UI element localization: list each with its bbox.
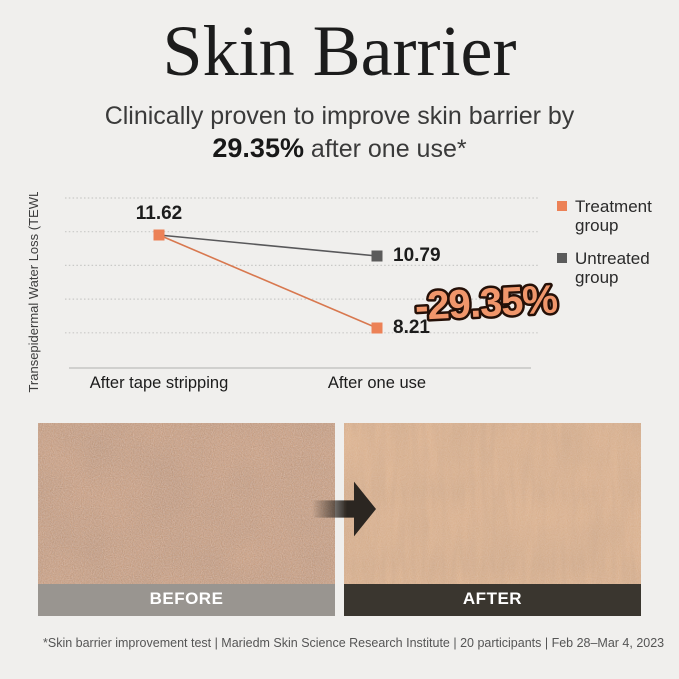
svg-text:After one use: After one use xyxy=(328,374,426,392)
svg-text:-29.35%: -29.35% xyxy=(414,277,559,328)
svg-text:10.79: 10.79 xyxy=(393,245,441,266)
svg-text:11.62: 11.62 xyxy=(136,203,183,224)
svg-text:After tape stripping: After tape stripping xyxy=(90,374,229,392)
svg-text:Transepidermal Water Loss (TEW: Transepidermal Water Loss (TEWL) xyxy=(26,192,41,393)
